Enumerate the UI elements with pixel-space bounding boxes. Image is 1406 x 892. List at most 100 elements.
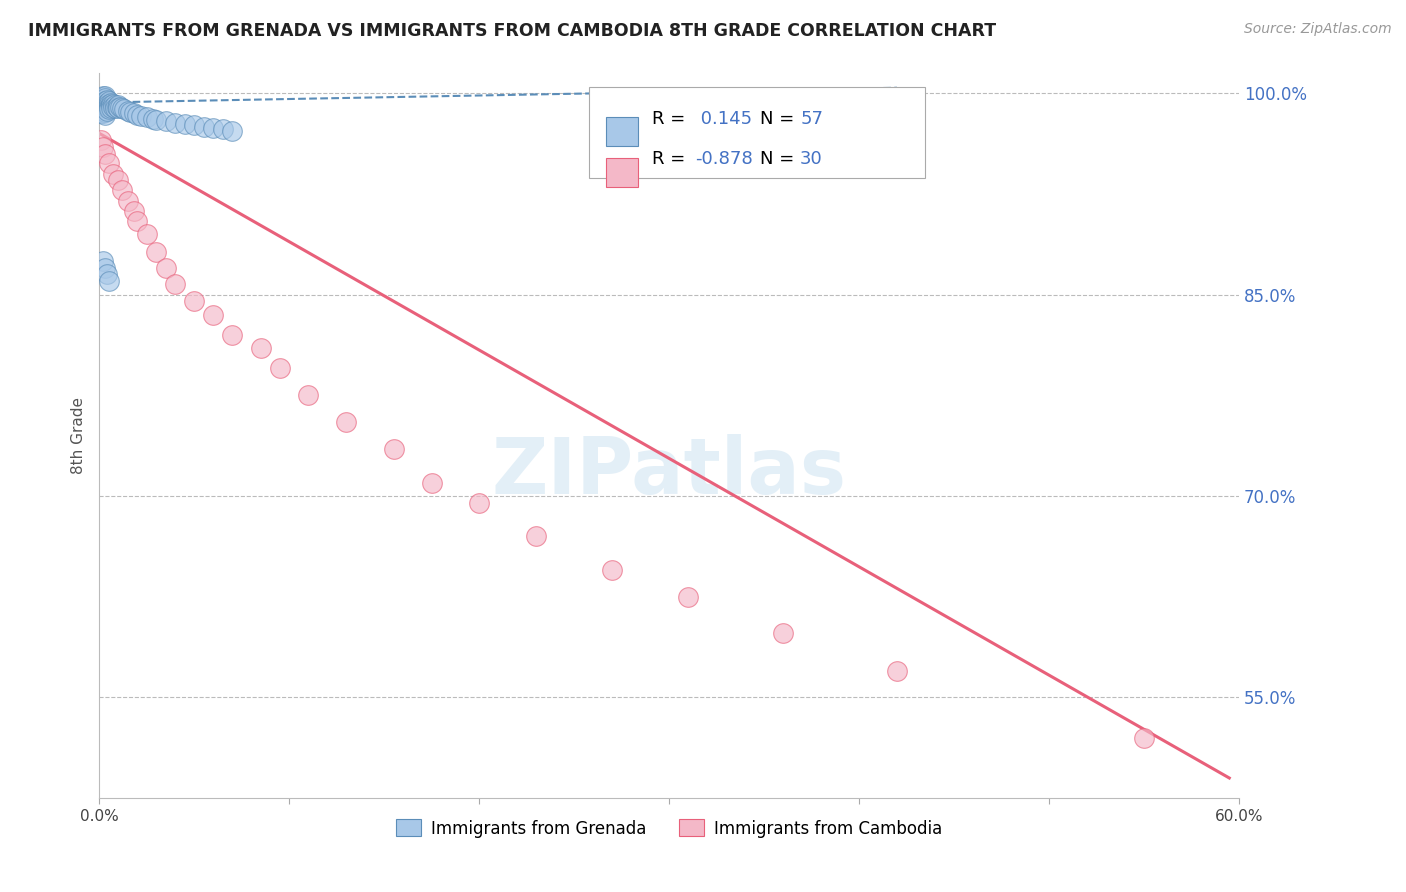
Point: [183, 119, 205, 133]
Text: IMMIGRANTS FROM GRENADA VS IMMIGRANTS FROM CAMBODIA 8TH GRADE CORRELATION CHART: IMMIGRANTS FROM GRENADA VS IMMIGRANTS FR…: [28, 22, 997, 40]
Bar: [606, 117, 638, 145]
Point: [100, 98, 122, 112]
Point: [129, 109, 152, 123]
Point: [145, 113, 167, 128]
Point: [91, 93, 114, 107]
Point: [772, 626, 794, 640]
Text: R =: R =: [652, 110, 690, 128]
Point: [94, 96, 117, 111]
Point: [104, 98, 127, 112]
Point: [107, 98, 129, 112]
Text: N =: N =: [761, 151, 800, 169]
Point: [142, 112, 165, 126]
Point: [107, 101, 129, 115]
Point: [94, 94, 117, 108]
Point: [94, 88, 117, 103]
Point: [94, 99, 117, 113]
Point: [94, 107, 117, 121]
Point: [117, 194, 139, 208]
Point: [155, 260, 177, 275]
Point: [165, 277, 187, 291]
Point: [165, 116, 187, 130]
Point: [96, 103, 118, 118]
Point: [90, 133, 112, 147]
Point: [97, 274, 120, 288]
Point: [96, 268, 118, 282]
Point: [94, 146, 117, 161]
Point: [193, 120, 215, 134]
Point: [91, 254, 114, 268]
Point: [127, 213, 149, 227]
Point: [107, 173, 129, 187]
Point: [382, 442, 405, 456]
Point: [94, 104, 117, 119]
Point: [117, 103, 139, 118]
Point: [101, 96, 124, 111]
Point: [127, 107, 149, 121]
Point: [97, 156, 120, 170]
Point: [886, 664, 908, 678]
Point: [90, 106, 112, 120]
Point: [173, 117, 195, 131]
Point: [145, 244, 167, 259]
Point: [202, 121, 225, 136]
Point: [135, 110, 157, 124]
Point: [155, 114, 177, 128]
Point: [122, 106, 145, 120]
Point: [94, 260, 117, 275]
Point: [96, 98, 118, 112]
Point: [112, 102, 135, 116]
Point: [122, 204, 145, 219]
Point: [91, 140, 114, 154]
Point: [104, 101, 127, 115]
Point: [202, 308, 225, 322]
Text: R =: R =: [652, 151, 690, 169]
Point: [96, 101, 118, 115]
Text: Source: ZipAtlas.com: Source: ZipAtlas.com: [1244, 22, 1392, 37]
Point: [100, 101, 122, 115]
Bar: [606, 159, 638, 187]
Point: [94, 102, 117, 116]
Point: [524, 529, 547, 543]
Point: [97, 102, 120, 116]
Point: [111, 101, 134, 115]
Text: 57: 57: [800, 110, 823, 128]
Point: [110, 99, 132, 113]
Point: [297, 388, 319, 402]
Point: [90, 99, 112, 113]
Point: [91, 96, 114, 111]
Point: [91, 88, 114, 103]
Point: [118, 104, 141, 119]
Text: 30: 30: [800, 151, 823, 169]
Point: [420, 475, 443, 490]
Point: [100, 95, 122, 110]
Point: [91, 102, 114, 116]
Point: [212, 122, 235, 136]
Point: [335, 415, 357, 429]
Point: [94, 91, 117, 105]
Point: [183, 294, 205, 309]
Text: N =: N =: [761, 110, 800, 128]
FancyBboxPatch shape: [589, 87, 925, 178]
Point: [97, 94, 120, 108]
Point: [97, 96, 120, 111]
Text: 0.145: 0.145: [696, 110, 752, 128]
Text: -0.878: -0.878: [696, 151, 754, 169]
Point: [250, 341, 273, 355]
Point: [676, 590, 699, 604]
Point: [101, 99, 124, 113]
Point: [600, 563, 623, 577]
Point: [135, 227, 157, 241]
Point: [105, 99, 128, 113]
Point: [269, 361, 291, 376]
Point: [1133, 731, 1156, 745]
Point: [97, 99, 120, 113]
Point: [96, 93, 118, 107]
Point: [96, 95, 118, 110]
Point: [101, 167, 124, 181]
Point: [221, 124, 243, 138]
Y-axis label: 8th Grade: 8th Grade: [72, 397, 86, 474]
Legend: Immigrants from Grenada, Immigrants from Cambodia: Immigrants from Grenada, Immigrants from…: [389, 813, 949, 844]
Point: [111, 183, 134, 197]
Text: ZIPatlas: ZIPatlas: [492, 434, 846, 510]
